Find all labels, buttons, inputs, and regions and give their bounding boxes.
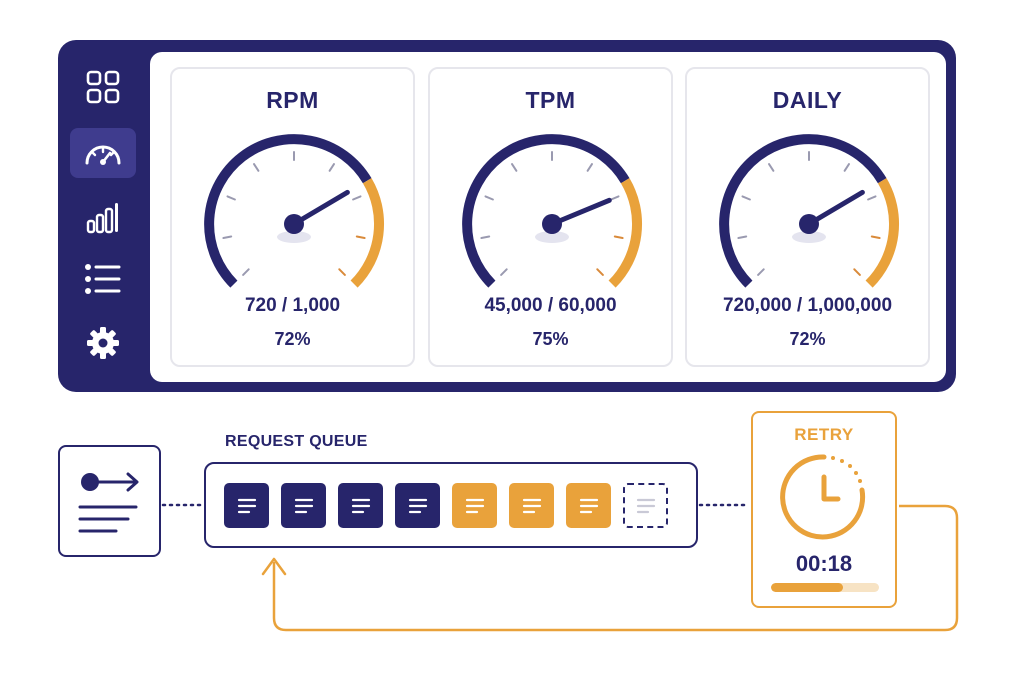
gauge-tick — [328, 163, 335, 172]
gauge-tick — [226, 195, 236, 201]
client-request-box — [58, 445, 161, 557]
gauge-pivot-shadow — [277, 231, 311, 243]
gauge-tpm — [462, 134, 643, 288]
send-request-icon — [78, 472, 139, 533]
list-icon — [85, 264, 121, 294]
gauge-title: DAILY — [772, 87, 843, 113]
gauge-value: 720 / 1,000 — [244, 295, 341, 316]
gauge-tick — [338, 268, 346, 276]
gauge-value: 720,000 / 1,000,000 — [722, 295, 893, 316]
rate-limit-dashboard: RPM 720 / 1,000 72% TPM 45,000 / 60,000 … — [58, 40, 956, 392]
queue-slot-orange — [509, 483, 554, 528]
gauge-tick — [586, 163, 593, 172]
gauge-value: 45,000 / 60,000 — [484, 295, 617, 316]
queue-slot-navy — [281, 483, 326, 528]
gauge-tick — [843, 163, 850, 172]
gauge-tick — [853, 268, 861, 276]
gauge-tick — [222, 235, 233, 239]
gauge-pivot-shadow — [792, 231, 826, 243]
clock-icon — [780, 454, 866, 540]
sidebar-item-analytics[interactable] — [70, 192, 136, 242]
retry-progress-fill — [771, 583, 843, 592]
retry-loop-arrowhead — [261, 557, 287, 576]
retry-label: RETRY — [794, 425, 854, 444]
gauge-tick — [484, 195, 494, 201]
gauge-arc-normal — [204, 134, 372, 288]
document-icon — [408, 498, 427, 513]
sidebar — [58, 40, 150, 392]
gauge-card-daily: DAILY 720,000 / 1,000,000 72% — [685, 67, 930, 367]
gauge-needle — [549, 197, 612, 227]
document-icon — [351, 498, 370, 513]
gauge-card-tpm: TPM 45,000 / 60,000 75% — [428, 67, 673, 367]
queue-slot-navy — [395, 483, 440, 528]
gauge-tick — [741, 195, 751, 201]
gauge-pivot — [542, 214, 562, 234]
gauge-tick — [757, 268, 765, 276]
gear-icon — [87, 327, 119, 359]
gauge-arc-normal — [719, 134, 887, 288]
queue-slot-navy — [224, 483, 269, 528]
queue-slot-orange — [566, 483, 611, 528]
gauge-arc-warning — [865, 178, 900, 288]
gauge-tick — [610, 195, 620, 201]
gauge-arc-normal — [462, 134, 630, 288]
retry-progress-bar — [771, 583, 879, 592]
gauge-tick — [480, 235, 491, 239]
speedometer-icon — [85, 145, 121, 165]
gauge-tick — [737, 235, 748, 239]
bar-chart-icon — [86, 203, 118, 234]
document-icon — [579, 498, 598, 513]
gauge-percent: 72% — [789, 329, 826, 349]
gauge-title: RPM — [266, 87, 319, 113]
gauge-pivot — [799, 214, 819, 234]
gauge-tick — [867, 195, 877, 201]
gauge-tick — [596, 268, 604, 276]
gauge-tick — [500, 268, 508, 276]
gauge-needle — [806, 189, 865, 227]
sidebar-item-settings[interactable] — [70, 318, 136, 368]
gauge-tick — [870, 235, 881, 239]
gauge-panel: RPM 720 / 1,000 72% TPM 45,000 / 60,000 … — [150, 52, 946, 382]
gauge-tick — [355, 235, 366, 239]
request-queue-label: REQUEST QUEUE — [225, 433, 368, 450]
retry-timer: 00:18 — [795, 551, 853, 576]
queue-slot-orange — [452, 483, 497, 528]
gauge-needle — [291, 189, 350, 227]
gauge-tick — [613, 235, 624, 239]
sidebar-item-logs[interactable] — [70, 254, 136, 304]
gauge-pivot-shadow — [535, 231, 569, 243]
gauge-daily — [719, 134, 900, 288]
gauge-percent: 72% — [274, 329, 311, 349]
queue-slot-empty — [623, 483, 668, 528]
gauge-tick — [511, 163, 518, 172]
gauge-tick — [768, 163, 775, 172]
sidebar-item-overview[interactable] — [70, 62, 136, 112]
gauge-card-rpm: RPM 720 / 1,000 72% — [170, 67, 415, 367]
gauge-rpm — [204, 134, 385, 288]
gauge-arc-warning — [350, 178, 385, 288]
request-queue — [204, 462, 698, 548]
sidebar-item-limits[interactable] — [70, 128, 136, 178]
gauge-tick — [242, 268, 250, 276]
document-icon — [294, 498, 313, 513]
grid-icon — [86, 70, 120, 104]
retry-box: RETRY 00:18 — [751, 411, 897, 608]
gauge-percent: 75% — [532, 329, 569, 349]
document-icon — [237, 498, 256, 513]
gauge-arc-warning — [608, 178, 643, 288]
gauge-tick — [253, 163, 260, 172]
document-icon — [465, 498, 484, 513]
document-icon — [522, 498, 541, 513]
document-icon — [636, 498, 655, 513]
queue-slot-navy — [338, 483, 383, 528]
gauge-title: TPM — [525, 87, 576, 113]
gauge-pivot — [284, 214, 304, 234]
gauge-tick — [352, 195, 362, 201]
